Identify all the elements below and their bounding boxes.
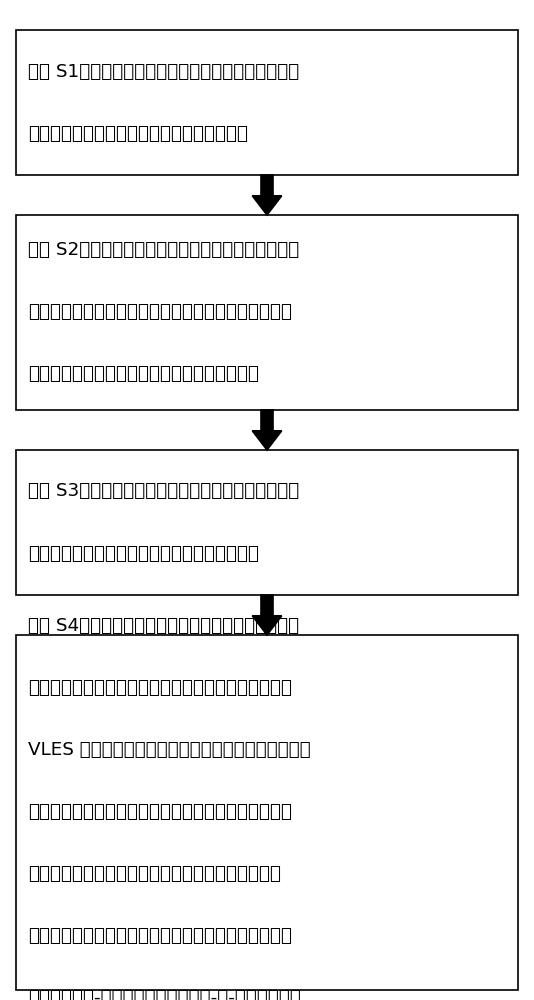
Text: 步骤 S1：建立小尺度离散气泡模型、优化的连续界面: 步骤 S1：建立小尺度离散气泡模型、优化的连续界面	[28, 62, 299, 81]
Text: 相邻介质组成的界面参数，离散粒子的物理参数，采用: 相邻介质组成的界面参数，离散粒子的物理参数，采用	[28, 680, 292, 698]
Polygon shape	[252, 431, 282, 450]
Bar	[261, 175, 273, 196]
Bar	[16, 450, 518, 595]
Bar	[16, 30, 518, 175]
Text: VLES 大涡模型对液力透平进行计算，对于离散气泡与: VLES 大涡模型对液力透平进行计算，对于离散气泡与	[28, 742, 310, 760]
Text: 步骤 S4：对于流动结构，根据不同介质的物性参数，: 步骤 S4：对于流动结构，根据不同介质的物性参数，	[28, 617, 299, 636]
Bar	[261, 410, 273, 431]
Polygon shape	[252, 196, 282, 215]
Text: 流中不同介质的物性参数，离散粒子的物理参数: 流中不同介质的物性参数，离散粒子的物理参数	[28, 365, 259, 383]
Text: 法针对可分辨尺度相界面进行边界的捕捉与分辨: 法针对可分辨尺度相界面进行边界的捕捉与分辨	[28, 544, 259, 562]
Text: 连续气体所属的不同计算体系，采用考虑离散相所占体: 连续气体所属的不同计算体系，采用考虑离散相所占体	[28, 804, 292, 822]
Text: 积分率以及引入相互作用力的方法来实现两种计算体: 积分率以及引入相互作用力的方法来实现两种计算体	[28, 865, 281, 884]
Text: 步骤 S2：对计算域网格进行划分并按设定尺寸确定两: 步骤 S2：对计算域网格进行划分并按设定尺寸确定两	[28, 241, 299, 259]
Text: 的空化引入气-液两相流模型，得到气-汽-液多相流模型: 的空化引入气-液两相流模型，得到气-汽-液多相流模型	[28, 990, 301, 1000]
Bar	[16, 215, 518, 410]
Text: 相流中的大尺度相界面与小尺度相界面，获取所述两相: 相流中的大尺度相界面与小尺度相界面，获取所述两相	[28, 304, 292, 322]
Polygon shape	[252, 616, 282, 635]
Text: 步骤 S3：对气液两相之间的界面，采用预先建立的方: 步骤 S3：对气液两相之间的界面，采用预先建立的方	[28, 483, 299, 500]
Text: 系之间的耦合。建立液相的空化传热传质模型，将液相: 系之间的耦合。建立液相的空化传热传质模型，将液相	[28, 928, 292, 946]
Bar	[261, 595, 273, 616]
Text: 捕捉方法以及离散气泡和连续界面的转化方法: 捕捉方法以及离散气泡和连续界面的转化方法	[28, 124, 248, 142]
Bar	[16, 635, 518, 990]
